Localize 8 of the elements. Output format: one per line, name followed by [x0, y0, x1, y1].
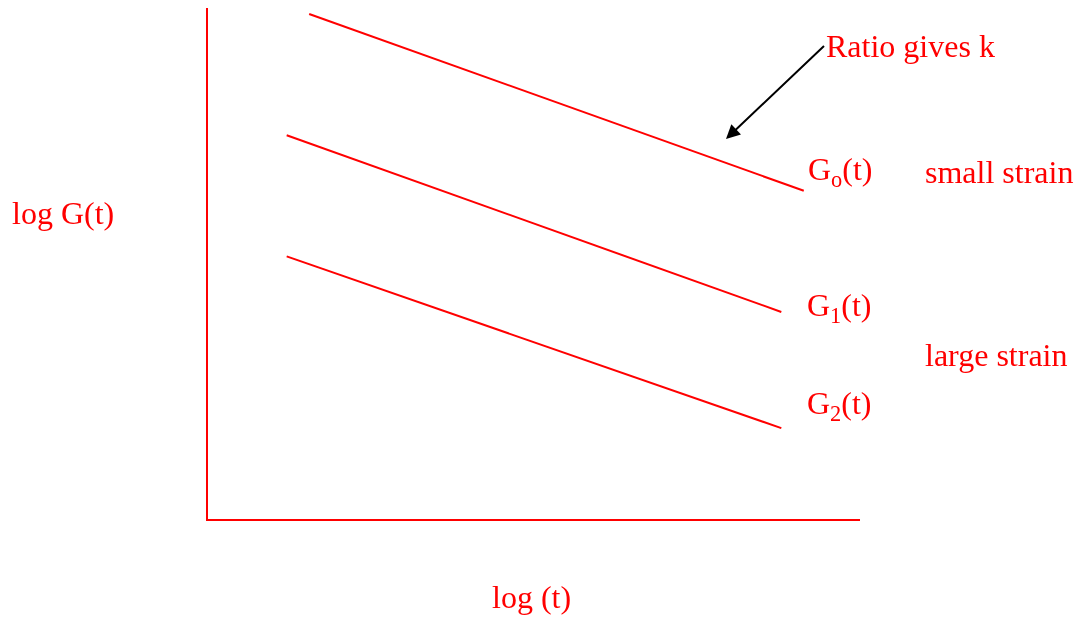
series-label: G$_{2}$(t) [807, 385, 872, 426]
x-axis-title: log (t) [492, 579, 572, 615]
text: small strain [925, 154, 1074, 190]
y-axis-title: log G(t) [12, 195, 115, 231]
annotation: Ratio gives k [826, 28, 995, 64]
text: large strain [925, 337, 1068, 373]
series-label: G$_{o}$(t) [808, 151, 873, 192]
series-label: G$_{1}$(t) [807, 287, 872, 328]
